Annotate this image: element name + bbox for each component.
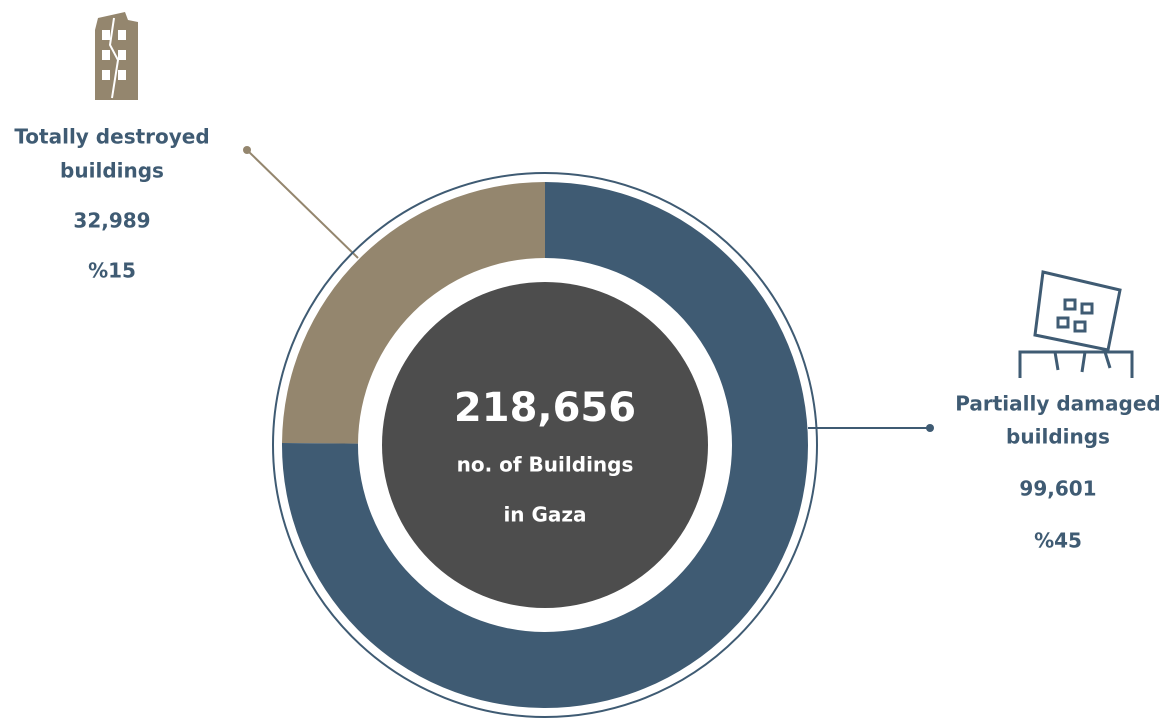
wedge	[282, 182, 545, 444]
center-label: in Gaza	[503, 503, 586, 527]
leader-dot	[926, 424, 934, 432]
center-disc	[382, 282, 708, 608]
outer-ring	[272, 172, 818, 718]
category-label: Partially damaged	[955, 392, 1160, 416]
damaged-icon	[1018, 270, 1134, 378]
category-label: buildings	[1006, 425, 1110, 449]
wedges	[282, 182, 809, 708]
center-value: 218,656	[454, 385, 636, 431]
percent-label: %45	[1034, 529, 1082, 553]
center-label: no. of Buildings	[457, 453, 634, 477]
category-label: buildings	[60, 159, 164, 183]
category-label: Totally destroyed	[14, 125, 209, 149]
percent-label: %15	[88, 259, 136, 283]
leader-dot	[243, 146, 251, 154]
destroyed-icon	[95, 12, 138, 100]
value-label: 99,601	[1019, 477, 1096, 501]
leader-line	[246, 149, 359, 259]
value-label: 32,989	[73, 209, 150, 233]
